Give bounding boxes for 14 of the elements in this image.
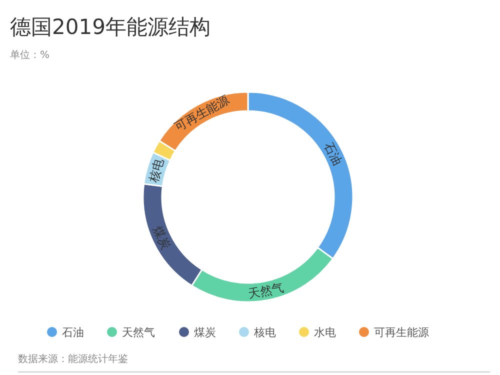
chart-subtitle: 单位：% <box>10 49 50 61</box>
slice-label: 石油 <box>321 140 345 168</box>
slice-label: 煤炭 <box>150 224 174 252</box>
legend-label: 可再生能源 <box>374 326 429 339</box>
legend-label: 天然气 <box>122 326 155 339</box>
slice-label: 可再生能源 <box>172 92 232 134</box>
legend-label: 石油 <box>62 326 84 339</box>
slice-label: 核电 <box>146 156 166 185</box>
slice-label: 天然气 <box>246 280 285 302</box>
legend-label: 水电 <box>314 326 336 339</box>
legend-label: 煤炭 <box>194 326 216 339</box>
legend-label: 核电 <box>253 326 276 339</box>
chart-title: 德国2019年能源结构 <box>10 15 210 39</box>
source-note: 数据来源：能源统计年鉴 <box>18 353 128 365</box>
